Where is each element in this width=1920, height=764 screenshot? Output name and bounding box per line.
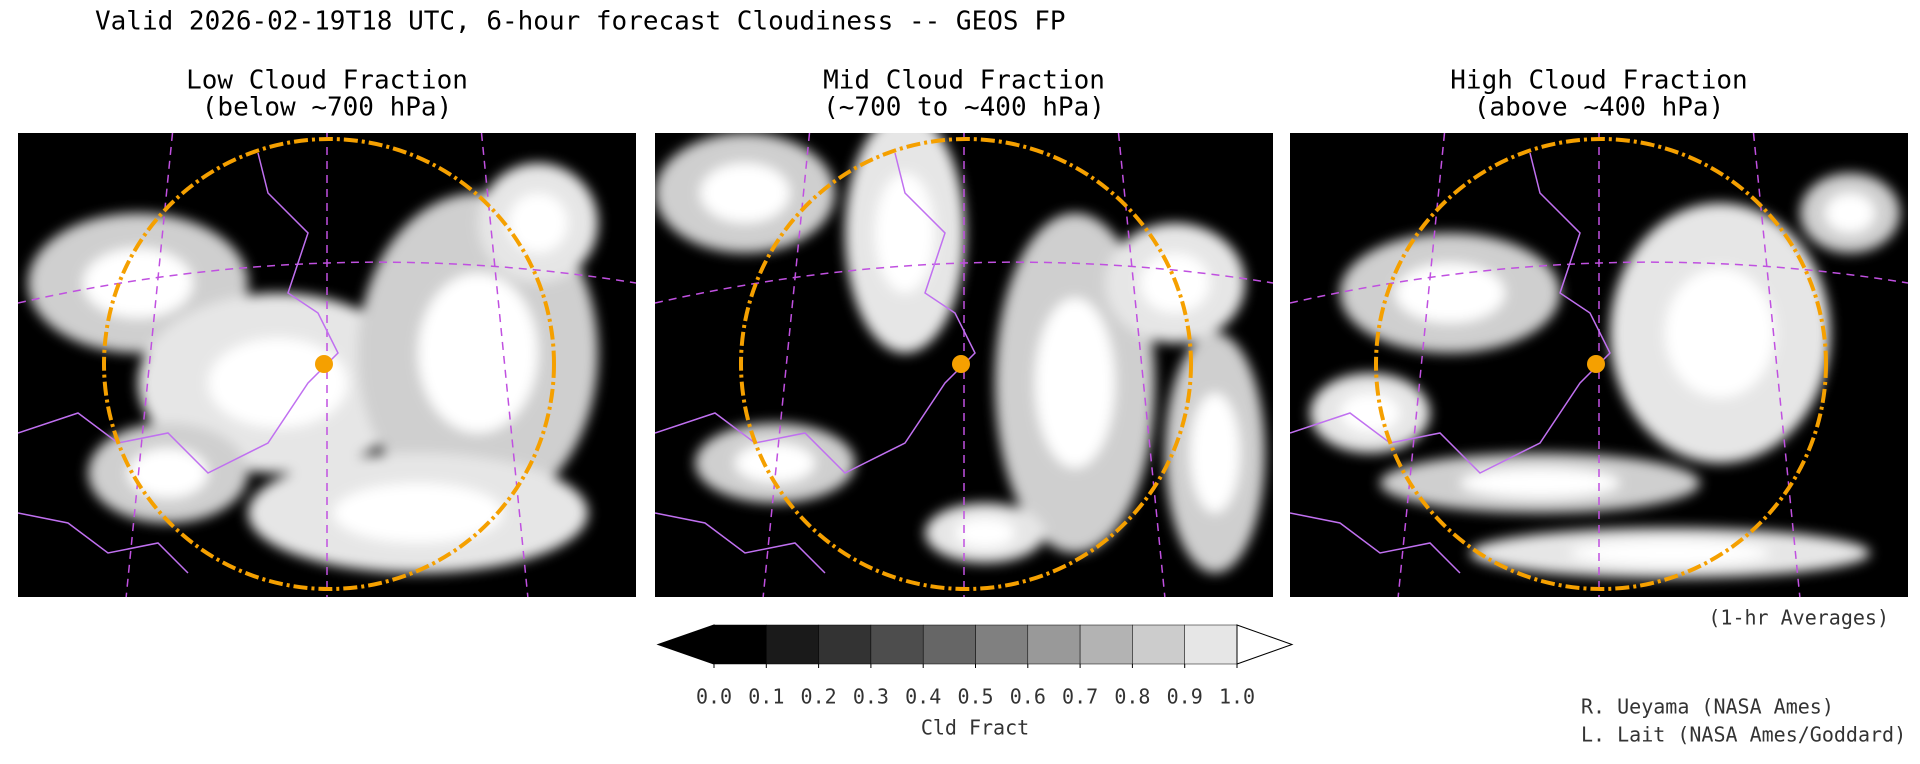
cloud-core	[1035, 298, 1115, 468]
meridian	[480, 133, 529, 597]
colorbar-tick-label: 0.4	[905, 685, 941, 709]
parallel	[655, 261, 1273, 304]
map-panel	[655, 133, 1273, 597]
colorbar-label: Cld Fract	[921, 716, 1029, 740]
clouds	[1310, 173, 1900, 578]
cloud-core	[1395, 263, 1505, 323]
cloud-core	[83, 248, 193, 318]
map-panel	[1290, 133, 1908, 597]
cloud-core	[128, 448, 208, 498]
colorbar-tick-label: 0.1	[748, 685, 784, 709]
credit: R. Ueyama (NASA Ames)	[1581, 695, 1834, 719]
panel-title: Mid Cloud Fraction	[823, 66, 1105, 96]
panel-subtitle: (below ~700 hPa)	[202, 93, 452, 123]
cloud-core	[1825, 193, 1875, 233]
cloud-core	[208, 338, 348, 428]
colorbar-over	[1236, 624, 1294, 665]
parallel	[18, 261, 636, 304]
colorbar-tick-label: 0.8	[1114, 685, 1150, 709]
colorbar-tick-label: 1.0	[1219, 685, 1255, 709]
cloud-core	[1570, 540, 1770, 566]
clouds	[28, 163, 598, 573]
colorbar-tick-label: 0.6	[1010, 685, 1046, 709]
range-circle	[1374, 137, 1828, 591]
colorbar-segment	[975, 624, 1029, 665]
cloud-core	[700, 163, 790, 223]
site-marker	[1587, 355, 1605, 373]
colorbar-tick-label: 0.0	[696, 685, 732, 709]
meridian	[1752, 133, 1801, 597]
colorbar-segment	[713, 624, 767, 665]
colorbar-segment	[1184, 624, 1238, 665]
cloud-core	[418, 273, 538, 433]
cloud-core	[1665, 268, 1775, 398]
map-panel	[18, 133, 636, 597]
cloud-core	[1460, 468, 1620, 498]
colorbar-segment	[818, 624, 872, 665]
figure-title: Valid 2026-02-19T18 UTC, 6-hour forecast…	[95, 7, 1066, 37]
note: (1-hr Averages)	[1708, 606, 1889, 630]
panel-title: Low Cloud Fraction	[186, 66, 468, 96]
site-marker	[952, 355, 970, 373]
cloud-core	[955, 518, 1015, 548]
cloud-core	[875, 173, 935, 293]
meridian	[1117, 133, 1166, 597]
colorbar-segment	[1079, 624, 1133, 665]
colorbar-under	[656, 624, 715, 665]
range-circle	[739, 137, 1193, 591]
colorbar-segment	[1132, 624, 1185, 665]
cloud-core	[333, 483, 503, 543]
cloud-core	[1190, 393, 1240, 513]
panel-subtitle: (~700 to ~400 hPa)	[823, 93, 1105, 123]
credit: L. Lait (NASA Ames/Goddard)	[1581, 723, 1906, 747]
range-circle	[102, 137, 556, 591]
colorbar-tick-label: 0.5	[957, 685, 993, 709]
cloud-core	[1340, 393, 1400, 433]
site-marker	[315, 355, 333, 373]
colorbar-tick-label: 0.9	[1167, 685, 1203, 709]
colorbar-segment	[1027, 624, 1081, 665]
colorbar-tick-label: 0.2	[801, 685, 837, 709]
cloud-core	[735, 443, 815, 483]
colorbar-segment	[922, 624, 976, 665]
panel-subtitle: (above ~400 hPa)	[1474, 93, 1724, 123]
parallel	[1290, 261, 1908, 304]
cloud-core	[508, 193, 568, 253]
colorbar-tick-label: 0.7	[1062, 685, 1098, 709]
colorbar-segment	[766, 624, 819, 665]
colorbar-tick-label: 0.3	[853, 685, 889, 709]
colorbar-segment	[870, 624, 924, 665]
panel-title: High Cloud Fraction	[1450, 66, 1747, 96]
